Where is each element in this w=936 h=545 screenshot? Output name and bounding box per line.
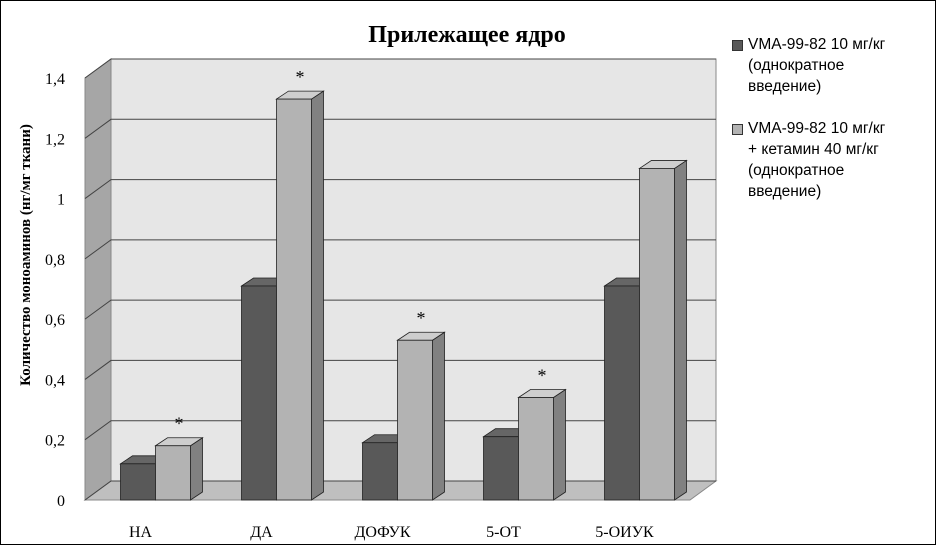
gridline xyxy=(84,239,716,260)
y-tick-label: 0,6 xyxy=(45,312,65,329)
bar xyxy=(397,339,433,501)
y-tick-label: 0,8 xyxy=(45,252,65,269)
bar-side xyxy=(553,388,566,501)
legend-label-series-1: VMA-99-82 10 мг/кг (однократное введение… xyxy=(748,36,886,95)
bar xyxy=(241,285,277,501)
bar-side xyxy=(432,331,445,501)
x-tick-label: 5-ОТ xyxy=(486,524,521,541)
gridline xyxy=(84,118,716,139)
bar xyxy=(483,436,519,501)
y-tick-label: 0,4 xyxy=(45,372,65,389)
x-tick-label: ДОФУК xyxy=(354,524,410,541)
legend: VMA-99-82 10 мг/кг (однократное введение… xyxy=(730,34,930,223)
plot-side-wall xyxy=(84,58,112,501)
significance-annotation: * xyxy=(538,366,547,386)
bar xyxy=(276,98,312,501)
x-tick-label: ДА xyxy=(250,524,273,541)
y-tick-label: 0 xyxy=(57,493,65,510)
significance-annotation: * xyxy=(296,67,305,87)
bar-side xyxy=(311,90,324,501)
x-tick-label: 5-ОИУК xyxy=(595,524,654,541)
gridline xyxy=(84,58,716,79)
legend-swatch-series-2 xyxy=(732,124,743,135)
chart-title: Прилежащее ядро xyxy=(368,22,565,48)
legend-item-series-1: VMA-99-82 10 мг/кг (однократное введение… xyxy=(730,34,930,97)
bar xyxy=(155,445,191,501)
bar xyxy=(120,463,156,501)
gridline xyxy=(84,299,716,320)
significance-annotation: * xyxy=(417,308,426,328)
y-tick-label: 0,2 xyxy=(45,433,65,450)
gridline xyxy=(84,179,716,199)
bar xyxy=(518,397,554,501)
legend-item-series-2: VMA-99-82 10 мг/кг + кетамин 40 мг/кг (о… xyxy=(730,118,930,202)
y-tick-label: 1,4 xyxy=(45,71,65,88)
x-tick-label: НА xyxy=(129,524,153,541)
y-axis-label: Количество моноаминов (нг/мг ткани) xyxy=(18,124,34,386)
bar xyxy=(639,168,675,501)
legend-label-series-2: VMA-99-82 10 мг/кг + кетамин 40 мг/кг (о… xyxy=(748,120,886,200)
gridline xyxy=(84,359,716,380)
significance-annotation: * xyxy=(175,414,184,434)
bar xyxy=(604,285,640,501)
bar-side xyxy=(674,159,687,501)
bar xyxy=(362,442,398,501)
legend-swatch-series-1 xyxy=(732,40,743,51)
y-tick-label: 1,2 xyxy=(45,131,65,148)
y-tick-label: 1 xyxy=(57,192,65,209)
gridline xyxy=(84,420,716,441)
bar-side xyxy=(190,436,203,501)
